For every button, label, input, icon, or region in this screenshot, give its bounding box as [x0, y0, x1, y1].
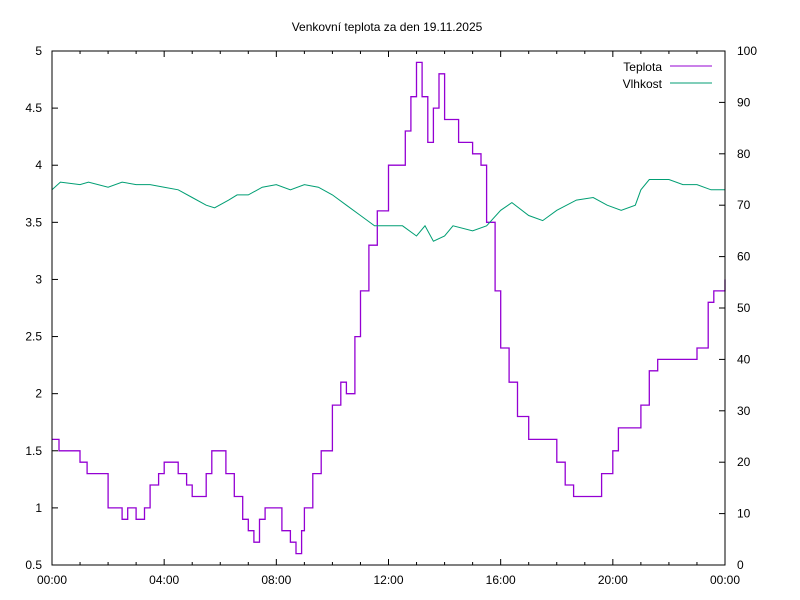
- y-tick-label: 2: [35, 387, 42, 401]
- y2-tick-label: 10: [737, 507, 751, 521]
- y2-tick-label: 100: [737, 44, 757, 58]
- chart-title: Venkovní teplota za den 19.11.2025: [292, 20, 483, 34]
- y2-tick-label: 40: [737, 352, 751, 366]
- y2-tick-label: 80: [737, 147, 751, 161]
- x-tick-label: 00:00: [37, 573, 67, 587]
- y-tick-label: 4.5: [25, 101, 42, 115]
- y-tick-label: 2.5: [25, 330, 42, 344]
- legend-label-vlhkost: Vlhkost: [623, 77, 663, 91]
- y2-tick-label: 50: [737, 301, 751, 315]
- y-tick-label: 3.5: [25, 215, 42, 229]
- y2-tick-label: 20: [737, 455, 751, 469]
- y-tick-label: 1.5: [25, 444, 42, 458]
- x-tick-label: 00:00: [710, 573, 740, 587]
- x-tick-label: 04:00: [149, 573, 179, 587]
- x-tick-label: 20:00: [598, 573, 628, 587]
- x-tick-label: 16:00: [486, 573, 516, 587]
- y2-tick-label: 30: [737, 404, 751, 418]
- y-tick-label: 3: [35, 272, 42, 286]
- series-line-vlhkost: [51, 179, 725, 242]
- y2-tick-label: 60: [737, 250, 751, 264]
- y-tick-label: 1: [35, 501, 42, 515]
- legend-label-teplota: Teplota: [623, 60, 662, 74]
- y-tick-label: 5: [35, 44, 42, 58]
- y2-tick-label: 0: [737, 558, 744, 572]
- plot-border: [51, 50, 726, 566]
- y-tick-label: 0.5: [25, 558, 42, 572]
- legend: Teplota Vlhkost: [623, 60, 712, 91]
- y-tick-label: 4: [35, 158, 42, 172]
- y2-tick-label: 70: [737, 198, 751, 212]
- y2-tick-label: 90: [737, 95, 751, 109]
- x-tick-label: 08:00: [261, 573, 291, 587]
- series-line-teplota: [52, 61, 726, 555]
- x-tick-label: 12:00: [373, 573, 403, 587]
